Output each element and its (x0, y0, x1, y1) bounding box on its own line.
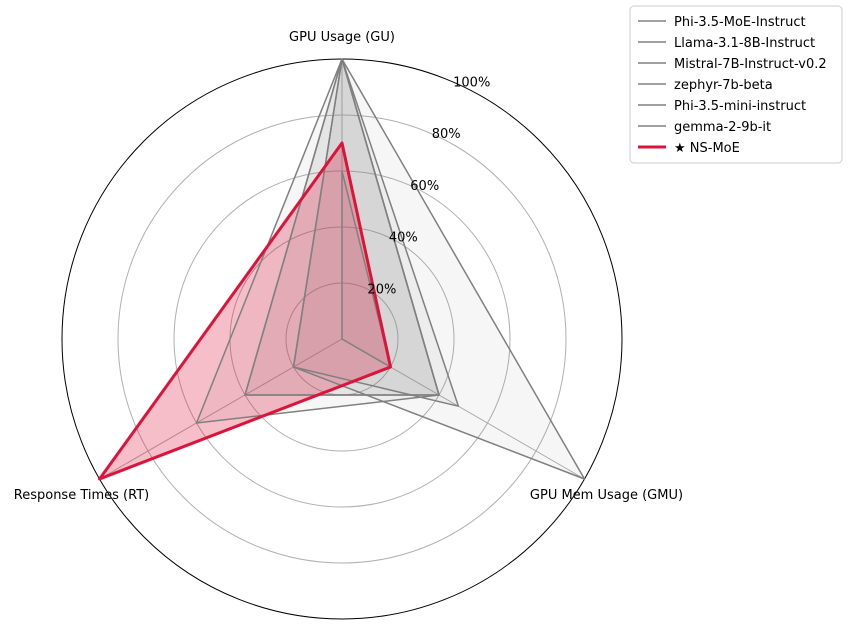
radial-tick-label-40: 40% (389, 231, 418, 246)
legend: Phi-3.5-MoE-Instruct Llama-3.1-8B-Instruc… (630, 6, 842, 163)
radial-tick-label-60: 60% (410, 179, 439, 194)
legend-label-phi-3-5-moe-instruct: Phi-3.5-MoE-Instruct (674, 15, 806, 30)
legend-label-mistral-7b-instruct-v0-2: Mistral-7B-Instruct-v0.2 (674, 57, 827, 72)
axis-label-gpu-usage-gu: GPU Usage (GU) (289, 30, 395, 45)
axis-label-response-times-rt: Response Times (RT) (14, 488, 149, 503)
legend-label-phi-3-5-mini-instruct: Phi-3.5-mini-instruct (674, 99, 806, 114)
legend-label-ns-moe: ★ NS-MoE (674, 141, 740, 156)
legend-label-zephyr-7b-beta: zephyr-7b-beta (674, 78, 773, 93)
radial-tick-label-20: 20% (367, 282, 396, 297)
axis-label-gpu-mem-usage-gmu: GPU Mem Usage (GMU) (530, 488, 683, 503)
legend-label-llama-3-1-8b-instruct: Llama-3.1-8B-Instruct (674, 36, 815, 51)
radial-tick-label-80: 80% (432, 127, 461, 142)
legend-label-gemma-2-9b-it: gemma-2-9b-it (674, 120, 771, 135)
radial-tick-label-100: 100% (453, 75, 490, 90)
